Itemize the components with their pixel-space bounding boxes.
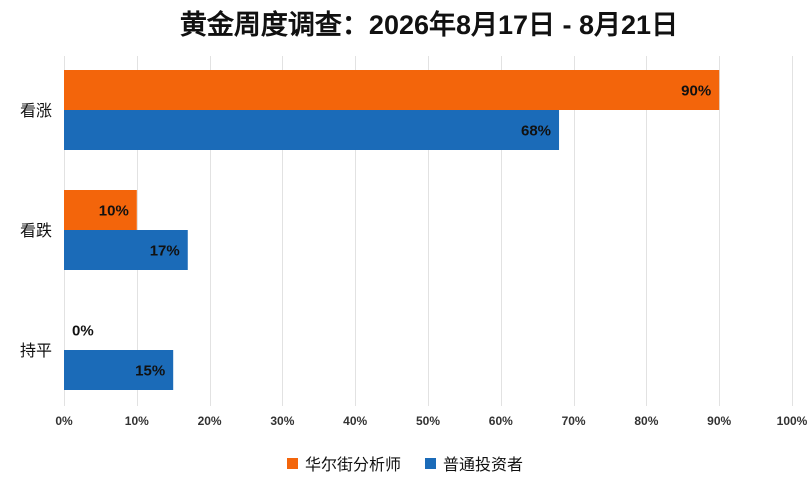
x-tick-label-10: 90% bbox=[707, 414, 731, 428]
category-label-1: 看涨 bbox=[20, 102, 52, 120]
legend-label-series-1: 华尔街分析师 bbox=[304, 457, 401, 474]
x-tick-label-3: 20% bbox=[198, 414, 222, 428]
bar-series-2-category-2 bbox=[64, 230, 188, 270]
legend-item-series-1: 华尔街分析师 bbox=[286, 451, 401, 475]
data-label-series-1-category-3: 0% bbox=[72, 323, 94, 340]
category-label-3: 持平 bbox=[20, 342, 52, 360]
data-label-series-2-category-2: 17% bbox=[150, 243, 180, 260]
legend-label-series-2: 普通投资者 bbox=[443, 457, 524, 474]
data-label-series-1-category-1: 90% bbox=[681, 83, 711, 100]
x-tick-label-9: 80% bbox=[634, 414, 658, 428]
x-tick-label-6: 50% bbox=[416, 414, 440, 428]
legend-swatch-series-2 bbox=[425, 457, 436, 469]
bar-series-1-category-2 bbox=[64, 190, 137, 230]
legend-swatch-series-1 bbox=[286, 457, 298, 469]
legend: 华尔街分析师 普通投资者 bbox=[0, 452, 810, 474]
category-label-2: 看跌 bbox=[20, 222, 52, 240]
data-label-series-2-category-1: 68% bbox=[521, 123, 551, 140]
x-tick-label-5: 40% bbox=[343, 414, 367, 428]
data-label-series-2-category-3: 15% bbox=[135, 363, 165, 380]
chart-title: 黄金周度调查：2026年8月17日 - 8月21日 bbox=[179, 10, 679, 40]
data-label-series-1-category-2: 10% bbox=[99, 203, 129, 220]
x-tick-label-1: 0% bbox=[55, 414, 73, 428]
x-tick-label-7: 60% bbox=[489, 414, 513, 428]
x-tick-label-11: 100% bbox=[777, 414, 808, 428]
x-tick-label-4: 30% bbox=[270, 414, 294, 428]
x-tick-label-8: 70% bbox=[562, 414, 586, 428]
legend-item-series-2: 普通投资者 bbox=[425, 451, 523, 475]
bar-series-1-category-1 bbox=[64, 70, 720, 110]
bar-series-2-category-3 bbox=[64, 350, 174, 390]
bar-series-2-category-1 bbox=[64, 110, 560, 150]
x-tick-label-2: 10% bbox=[125, 414, 149, 428]
